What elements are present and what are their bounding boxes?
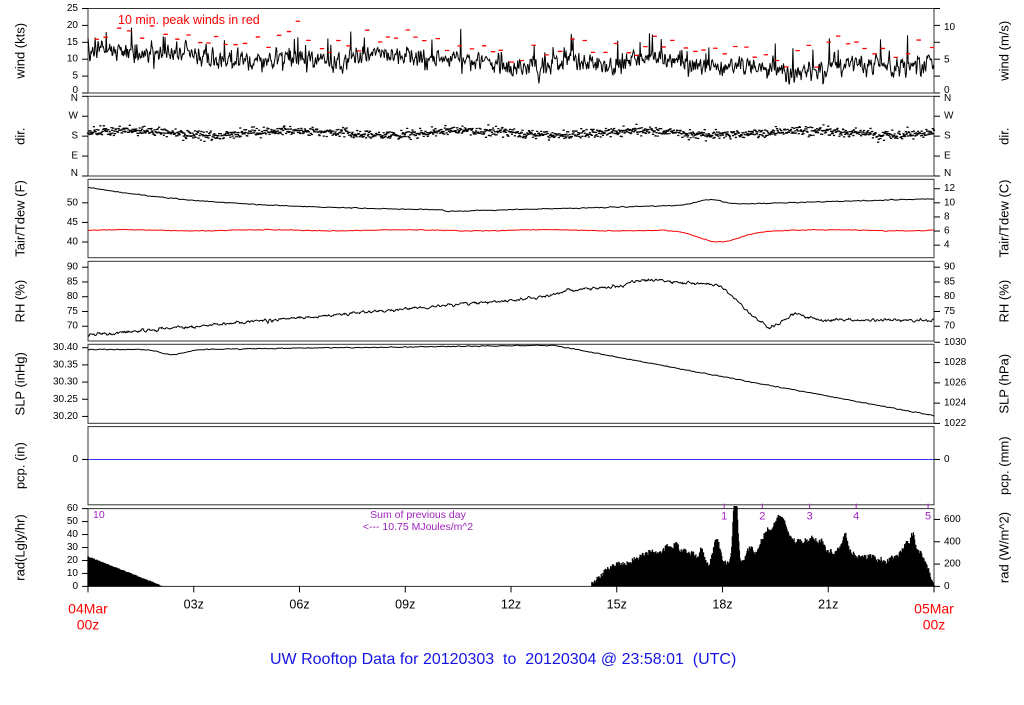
svg-text:SLP (hPa): SLP (hPa) — [997, 354, 1012, 414]
svg-text:dir.: dir. — [13, 127, 28, 144]
svg-text:4: 4 — [853, 511, 859, 523]
svg-text:80: 80 — [944, 291, 956, 302]
svg-text:200: 200 — [944, 559, 961, 570]
svg-text:rad(Lgly/hr): rad(Lgly/hr) — [13, 514, 28, 580]
svg-text:N: N — [71, 168, 78, 179]
svg-text:N: N — [71, 93, 78, 104]
svg-text:600: 600 — [944, 514, 961, 525]
svg-text:0: 0 — [72, 454, 78, 465]
svg-text:85: 85 — [67, 276, 79, 287]
svg-text:10: 10 — [944, 22, 956, 33]
svg-text:N: N — [944, 93, 951, 104]
svg-text:5: 5 — [72, 71, 78, 82]
svg-text:00z: 00z — [77, 616, 100, 632]
svg-text:12z: 12z — [501, 597, 521, 611]
svg-text:20: 20 — [67, 555, 79, 566]
svg-text:1: 1 — [721, 511, 727, 523]
svg-text:18z: 18z — [712, 597, 732, 611]
svg-text:30.35: 30.35 — [53, 359, 78, 370]
svg-text:06z: 06z — [289, 597, 309, 611]
svg-text:70: 70 — [944, 321, 956, 332]
svg-text:Tair/Tdew (F): Tair/Tdew (F) — [13, 180, 28, 257]
svg-text:3: 3 — [807, 511, 813, 523]
svg-text:400: 400 — [944, 536, 961, 547]
svg-text:25: 25 — [67, 3, 79, 14]
svg-text:00z: 00z — [923, 616, 946, 632]
svg-text:S: S — [71, 131, 78, 142]
svg-text:70: 70 — [67, 321, 79, 332]
svg-text:pcp. (mm): pcp. (mm) — [997, 436, 1012, 495]
svg-text:30.40: 30.40 — [53, 342, 78, 353]
svg-text:SLP (inHg): SLP (inHg) — [13, 352, 28, 415]
svg-text:wind (kts): wind (kts) — [13, 23, 28, 80]
svg-text:30.25: 30.25 — [53, 394, 78, 405]
svg-text:40: 40 — [67, 529, 79, 540]
svg-text:W: W — [944, 111, 954, 122]
svg-text:60: 60 — [67, 503, 79, 514]
svg-text:30.20: 30.20 — [53, 411, 78, 422]
svg-text:05Mar: 05Mar — [914, 600, 954, 616]
svg-text:6: 6 — [944, 226, 950, 237]
svg-text:4: 4 — [944, 240, 950, 251]
svg-text:Sum of previous day: Sum of previous day — [370, 509, 466, 521]
svg-text:15z: 15z — [607, 597, 627, 611]
svg-text:5: 5 — [944, 55, 950, 66]
svg-text:2: 2 — [759, 511, 765, 523]
svg-text:UW Rooftop Data for 20120303: UW Rooftop Data for 20120303 to 20120304… — [270, 651, 736, 668]
svg-text:1030: 1030 — [944, 337, 967, 348]
svg-text:50: 50 — [67, 516, 79, 527]
svg-text:<--- 10.75 MJoules/m^2: <--- 10.75 MJoules/m^2 — [363, 521, 473, 533]
svg-text:rad (W/m^2): rad (W/m^2) — [997, 512, 1012, 583]
svg-text:30.30: 30.30 — [53, 377, 78, 388]
svg-text:75: 75 — [67, 306, 79, 317]
svg-text:90: 90 — [67, 262, 79, 273]
svg-text:50: 50 — [67, 197, 79, 208]
svg-text:1024: 1024 — [944, 398, 967, 409]
svg-text:RH (%): RH (%) — [997, 280, 1012, 323]
svg-text:21z: 21z — [818, 597, 838, 611]
svg-text:Tair/Tdew (C): Tair/Tdew (C) — [997, 179, 1012, 257]
svg-text:12: 12 — [944, 183, 956, 194]
svg-text:0: 0 — [72, 581, 78, 592]
svg-text:N: N — [944, 168, 951, 179]
svg-text:E: E — [71, 151, 78, 162]
svg-text:40: 40 — [67, 237, 79, 248]
svg-text:20: 20 — [67, 20, 79, 31]
svg-text:10: 10 — [944, 197, 956, 208]
svg-text:1026: 1026 — [944, 377, 967, 388]
svg-text:15: 15 — [67, 37, 79, 48]
svg-text:wind (m/s): wind (m/s) — [997, 21, 1012, 82]
svg-text:W: W — [69, 111, 79, 122]
svg-text:pcp. (in): pcp. (in) — [13, 442, 28, 489]
svg-text:04Mar: 04Mar — [68, 600, 108, 616]
svg-text:10 min. peak winds in red: 10 min. peak winds in red — [118, 13, 260, 27]
svg-text:S: S — [944, 131, 951, 142]
svg-text:90: 90 — [944, 262, 956, 273]
svg-text:8: 8 — [944, 211, 950, 222]
svg-text:10: 10 — [67, 568, 79, 579]
svg-text:5: 5 — [925, 511, 931, 523]
svg-text:0: 0 — [944, 454, 950, 465]
svg-text:45: 45 — [67, 217, 79, 228]
svg-text:10: 10 — [67, 54, 79, 65]
svg-text:85: 85 — [944, 276, 956, 287]
svg-text:E: E — [944, 151, 951, 162]
svg-text:RH (%): RH (%) — [13, 280, 28, 323]
svg-text:1028: 1028 — [944, 357, 967, 368]
svg-text:80: 80 — [67, 291, 79, 302]
svg-text:75: 75 — [944, 306, 956, 317]
svg-text:30: 30 — [67, 542, 79, 553]
svg-text:dir.: dir. — [997, 127, 1012, 144]
svg-text:1022: 1022 — [944, 418, 967, 429]
svg-text:09z: 09z — [395, 597, 415, 611]
svg-text:0: 0 — [944, 581, 950, 592]
svg-text:10: 10 — [93, 509, 105, 521]
svg-text:03z: 03z — [184, 597, 204, 611]
